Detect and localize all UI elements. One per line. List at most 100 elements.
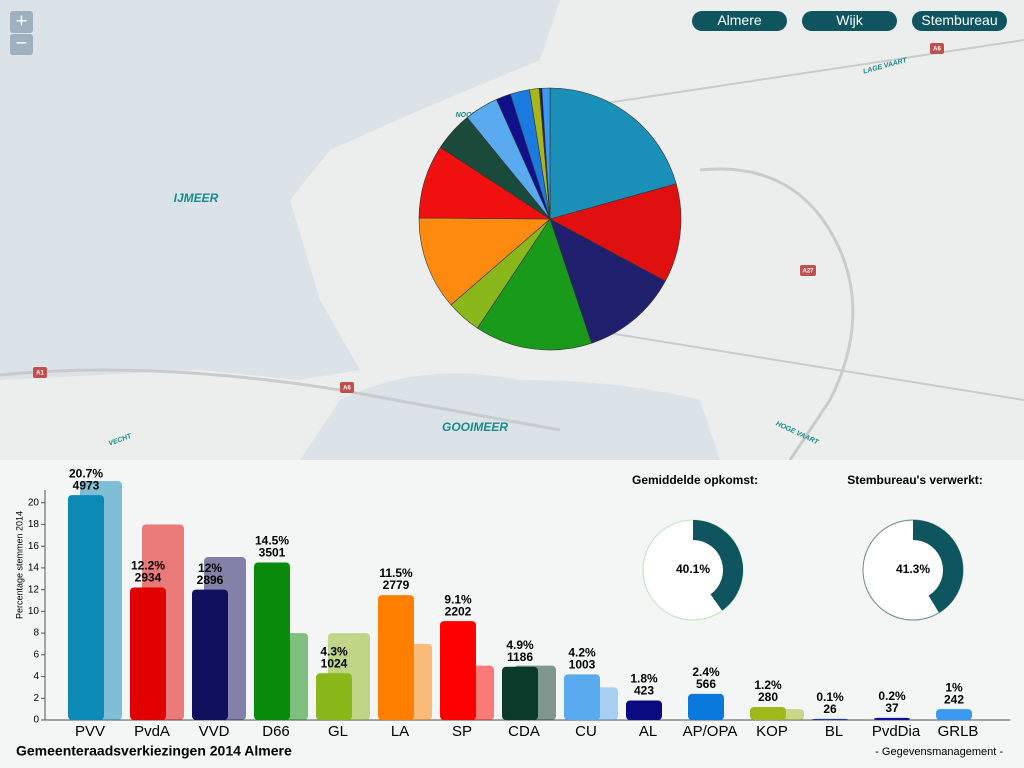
chart-title: Gemeenteraadsverkiezingen 2014 Almere <box>16 743 292 759</box>
pie-slice <box>477 218 592 351</box>
donut-arc <box>912 520 963 613</box>
credit: - Gegevensmanagement - <box>875 746 1003 758</box>
votes-label: 4973 <box>73 478 100 492</box>
y-tick-label: 6 <box>33 649 39 660</box>
button-label: Almere <box>717 12 762 28</box>
y-tick-label: 12 <box>28 584 40 595</box>
y-axis-label: Percentage stemmen 2014 <box>14 511 24 619</box>
value-label: 20.7% <box>69 466 103 480</box>
bar <box>440 621 476 720</box>
zoom-in[interactable]: + <box>10 10 33 33</box>
bar <box>626 700 662 720</box>
map-label: IJMEER <box>174 191 219 205</box>
pie-slice <box>549 87 677 220</box>
bar <box>378 595 414 720</box>
bar <box>688 693 724 720</box>
x-tick-label: SP <box>452 723 472 740</box>
pie-slice <box>418 217 551 306</box>
x-tick-label: KOP <box>756 723 788 740</box>
value-label: 14.5% <box>255 534 289 548</box>
value-label: 0.1% <box>816 690 844 704</box>
votes-label: 1024 <box>321 656 348 670</box>
button[interactable]: Wijk <box>802 11 897 31</box>
y-tick-label: 2 <box>33 693 39 704</box>
votes-label: 280 <box>758 690 778 704</box>
x-tick-label: AL <box>639 723 657 740</box>
y-tick-label: 20 <box>28 497 40 508</box>
x-tick-label: GL <box>328 723 348 740</box>
y-tick-label: 14 <box>28 563 40 574</box>
value-label: 2.4% <box>692 665 720 679</box>
zoom-in-label: + <box>16 10 28 32</box>
zoom-out-label: − <box>16 32 28 54</box>
bar <box>936 709 972 720</box>
x-tick-label: AP/OPA <box>683 723 738 740</box>
pie-slice <box>549 218 666 344</box>
value-label: 1.2% <box>754 678 782 692</box>
button-label: Stembureau <box>921 12 997 28</box>
button-label: Wijk <box>836 12 863 28</box>
x-tick-label: CDA <box>508 723 540 740</box>
votes-label: 1186 <box>507 650 533 664</box>
bar <box>564 674 600 720</box>
bar <box>874 717 910 720</box>
y-tick-label: 18 <box>28 519 40 530</box>
bar <box>316 673 352 720</box>
votes-label: 566 <box>696 677 716 691</box>
votes-label: 423 <box>634 684 654 698</box>
bar <box>502 666 538 720</box>
button[interactable]: Stembureau <box>912 11 1007 31</box>
value-label: 12% <box>198 561 222 575</box>
bar <box>130 587 166 720</box>
bar <box>812 718 848 720</box>
road-sign: A27 <box>802 269 814 275</box>
road-sign: A1 <box>36 371 44 377</box>
votes-label: 37 <box>885 701 899 715</box>
value-label: 0.2% <box>878 689 906 703</box>
y-tick-label: 0 <box>33 715 39 726</box>
value-label: 11.5% <box>379 566 413 580</box>
votes-label: 242 <box>944 692 964 706</box>
x-tick-label: CU <box>575 723 597 740</box>
pie-slice <box>549 183 682 282</box>
value-label: 12.2% <box>131 559 165 573</box>
y-tick-label: 4 <box>33 671 39 682</box>
road-sign: A6 <box>343 386 351 392</box>
votes-label: 26 <box>823 702 837 716</box>
x-tick-label: GRLB <box>938 723 979 740</box>
bar <box>750 706 786 720</box>
x-tick-label: VVD <box>199 723 230 740</box>
value-label: 1% <box>945 680 963 694</box>
map: IJMEER GOOIMEER NOORDERPLASSEN LAGE VAAR… <box>0 0 1024 461</box>
zoom-out[interactable]: − <box>10 32 33 55</box>
road-sign: A6 <box>933 47 941 53</box>
value-label: 4.9% <box>506 638 534 652</box>
y-tick-label: 10 <box>28 606 40 617</box>
donut-label: 41.3% <box>896 562 930 576</box>
donut-title: Stembureau's verwerkt: <box>847 473 983 487</box>
donut-title: Gemiddelde opkomst: <box>632 473 758 487</box>
votes-label: 2896 <box>197 573 224 587</box>
pie-slice <box>541 87 551 220</box>
value-label: 4.2% <box>568 646 596 660</box>
x-tick-label: BL <box>825 723 843 740</box>
donut-label: 40.1% <box>676 562 710 576</box>
votes-label: 2934 <box>135 571 162 585</box>
bar <box>192 589 228 720</box>
x-tick-label: PvdA <box>134 723 170 740</box>
bar <box>68 495 104 720</box>
value-label: 4.3% <box>320 644 348 658</box>
donut-arc <box>692 520 743 611</box>
value-label: 9.1% <box>444 592 472 606</box>
votes-label: 1003 <box>569 658 596 672</box>
y-tick-label: 16 <box>28 541 40 552</box>
button[interactable]: Almere <box>692 11 787 31</box>
bar <box>254 562 290 720</box>
x-tick-label: LA <box>391 723 409 740</box>
x-tick-label: PVV <box>75 723 105 740</box>
y-tick-label: 8 <box>33 628 39 639</box>
x-tick-label: PvdDia <box>872 723 921 740</box>
value-label: 1.8% <box>630 672 658 686</box>
votes-label: 3501 <box>259 546 286 560</box>
